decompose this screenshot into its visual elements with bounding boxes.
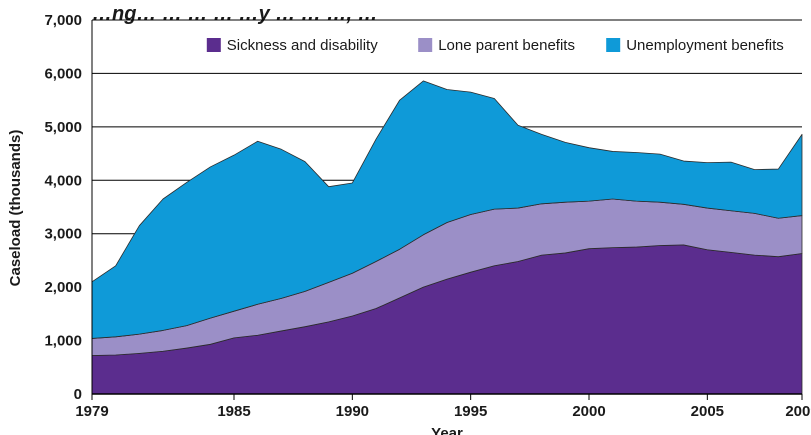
x-tick-label: 1995 (454, 403, 487, 420)
x-tick-label: 1985 (217, 403, 250, 420)
y-tick-label: 2,000 (44, 279, 82, 296)
legend-swatch (606, 38, 621, 52)
legend: Sickness and disability Lone parent benef… (206, 37, 784, 54)
y-tick-label: 6,000 (44, 65, 82, 82)
x-tick-label: 1990 (336, 403, 369, 420)
legend-label: Sickness and disability (227, 37, 378, 54)
legend-swatch (418, 38, 433, 52)
chart-title: …ng… … … … …y … … …, … (92, 3, 378, 25)
legend-swatch (206, 38, 221, 52)
y-tick-label: 0 (74, 386, 82, 403)
x-axis-title: Year (431, 425, 463, 435)
y-tick-label: 4,000 (44, 172, 82, 189)
y-tick-label: 5,000 (44, 119, 82, 136)
x-tick-label: 2009 (785, 403, 811, 420)
x-tick-label: 1979 (75, 403, 108, 420)
x-tick-label: 2005 (691, 403, 724, 420)
y-tick-label: 7,000 (44, 12, 82, 29)
y-tick-label: 3,000 (44, 226, 82, 243)
area-series-unemployment-benefits (91, 80, 803, 339)
legend-label: Lone parent benefits (438, 37, 575, 54)
x-tick-label: 2000 (572, 403, 605, 420)
y-tick-label: 1,000 (44, 333, 82, 350)
y-axis-title: Caseload (thousands) (7, 130, 24, 287)
legend-label: Unemployment benefits (626, 37, 784, 54)
